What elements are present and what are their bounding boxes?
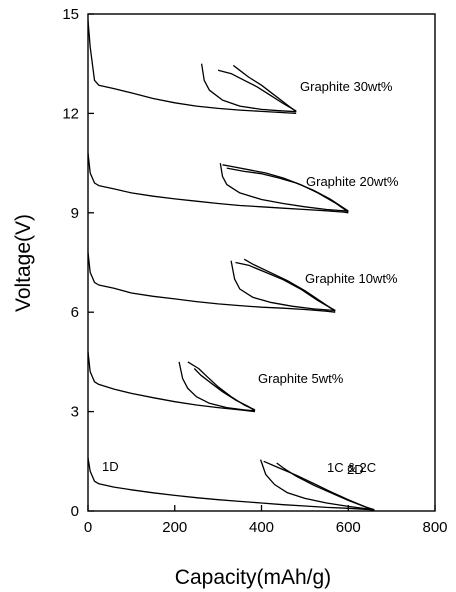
x-tick-label: 0 [84, 519, 92, 536]
curve-2-discharge-1 [88, 253, 335, 313]
x-axis-title: Capacity(mAh/g) [175, 566, 331, 589]
annotation-graphite-20: Graphite 20wt% [306, 174, 399, 189]
y-tick-label: 3 [71, 404, 79, 421]
y-tick-label: 0 [71, 503, 79, 520]
y-tick-label: 9 [71, 205, 79, 222]
x-tick-label: 800 [422, 519, 447, 536]
curve-1-discharge-1 [88, 352, 255, 412]
curve-2-charge-2 [236, 263, 336, 311]
curve-1-charge-2 [188, 362, 255, 410]
y-tick-label: 15 [62, 6, 79, 23]
curve-4-charge-2 [218, 70, 296, 111]
annotation-graphite-10: Graphite 10wt% [305, 271, 398, 286]
annotation-1d: 1D [102, 459, 119, 474]
y-tick-label: 6 [71, 304, 79, 321]
annotation-graphite-5: Graphite 5wt% [258, 371, 344, 386]
curve-4-discharge-1 [88, 21, 296, 114]
x-tick-label: 200 [162, 519, 187, 536]
y-axis-title: Voltage(V) [12, 214, 35, 312]
x-tick-label: 600 [336, 519, 361, 536]
curve-1-charge-1 [194, 369, 255, 411]
y-tick-label: 12 [62, 105, 79, 122]
curve-4-discharge-2 [202, 64, 297, 112]
curves-group [88, 21, 374, 510]
curve-4-charge-1 [233, 65, 296, 111]
annotation-1c-2c: 1C & 2C [327, 460, 376, 475]
x-tick-label: 400 [249, 519, 274, 536]
annotation-graphite-30: Graphite 30wt% [300, 79, 393, 94]
